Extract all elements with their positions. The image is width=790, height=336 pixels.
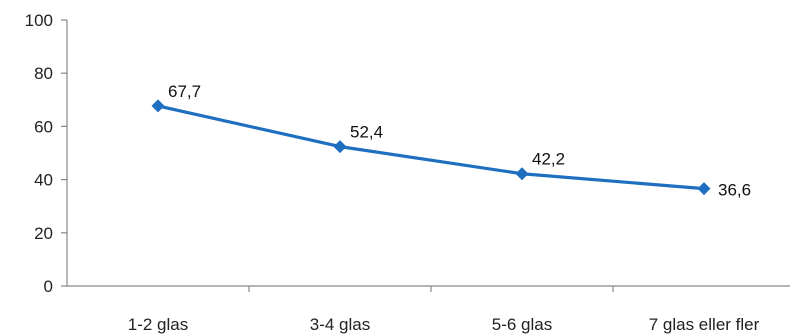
data-point-marker (333, 140, 347, 154)
data-point-marker (151, 99, 165, 113)
data-point-marker (697, 182, 711, 196)
data-point-marker (515, 167, 529, 181)
data-labels: 67,7 52,4 42,2 36,6 (168, 82, 751, 200)
x-tick-label: 1-2 glas (128, 315, 188, 334)
y-tick-label: 60 (34, 117, 53, 136)
data-label: 42,2 (532, 150, 565, 169)
data-label: 52,4 (350, 123, 383, 142)
y-tick-label: 80 (34, 64, 53, 83)
y-tick-label: 0 (44, 277, 53, 296)
series-markers (151, 99, 711, 196)
x-tick-label: 7 glas eller fler (649, 315, 760, 334)
y-tick-label: 20 (34, 224, 53, 243)
data-label: 36,6 (718, 181, 751, 200)
y-tick-label: 100 (25, 11, 53, 30)
y-tick-label: 40 (34, 171, 53, 190)
x-tick-label: 3-4 glas (310, 315, 370, 334)
x-tick-label: 5-6 glas (492, 315, 552, 334)
data-label: 67,7 (168, 82, 201, 101)
x-axis-ticks: 1-2 glas 3-4 glas 5-6 glas 7 glas eller fle… (128, 286, 760, 334)
y-axis-ticks: 0 20 40 60 80 100 (25, 11, 67, 296)
series-line (156, 104, 706, 191)
